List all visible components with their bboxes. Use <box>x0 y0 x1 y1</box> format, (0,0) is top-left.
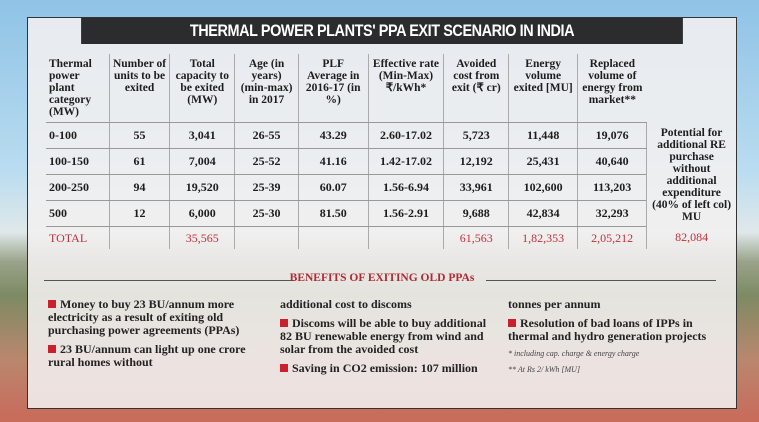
benefit-text-continued: tonnes per annum <box>508 297 601 311</box>
benefits-column-1: Money to buy 23 BU/annum more electricit… <box>48 298 263 375</box>
table-row: 100-150 61 7,004 25-52 41.16 1.42-17.02 12,192… <box>46 148 736 175</box>
table-cell: 19,076 <box>577 122 647 149</box>
table-cell: 6,000 <box>169 200 235 227</box>
ppa-exit-table: Thermal power plant category (MW) Number … <box>46 54 736 249</box>
column-header: Effective rate (Min-Max) ₹/kWh* <box>367 54 444 123</box>
table-cell: 25-52 <box>234 148 299 175</box>
table-cell: 200-250 <box>46 174 110 201</box>
table-row: 0-100 55 3,041 26-55 43.29 2.60-17.02 5,723 11,… <box>46 122 736 227</box>
bullet-square-icon <box>508 319 516 327</box>
table-row: 200-250 94 19,520 25-39 60.07 1.56-6.94 33,961… <box>46 174 736 201</box>
table-cell: 43.29 <box>297 122 369 149</box>
bullet-square-icon <box>48 345 56 353</box>
total-cell <box>297 226 369 249</box>
table-cell: 25,431 <box>508 148 578 175</box>
column-header: Total capacity to be exited (MW) <box>169 54 235 123</box>
table-cell: 500 <box>46 200 110 227</box>
total-cell: 82,084 <box>646 226 736 249</box>
table-cell: 1.56-6.94 <box>367 174 444 201</box>
table-cell: 12,192 <box>443 148 509 175</box>
total-cell <box>108 226 170 249</box>
footnote: ** At Rs 2/ kWh [MU] <box>508 365 581 374</box>
total-cell: 2,05,212 <box>577 226 647 249</box>
table-cell: 94 <box>108 174 170 201</box>
benefit-item: Discoms will be able to buy additional 8… <box>280 317 495 356</box>
benefit-text: 23 BU/annum can light up one crore rural… <box>48 342 246 369</box>
table-cell: 41.16 <box>297 148 369 175</box>
total-cell: 61,563 <box>443 226 509 249</box>
benefit-item: Money to buy 23 BU/annum more electricit… <box>48 298 263 337</box>
table-cell: 42,834 <box>508 200 578 227</box>
table-cell: 1.42-17.02 <box>367 148 444 175</box>
footnote: * including cap. charge & energy charge <box>508 349 640 358</box>
column-header: Number of units to be exited <box>108 54 170 123</box>
total-cell <box>367 226 444 249</box>
total-cell: 1,82,353 <box>508 226 578 249</box>
table-cell: 7,004 <box>169 148 235 175</box>
column-header: Potential for additional RE purchase wit… <box>646 122 736 227</box>
table-row: 500 12 6,000 25-30 81.50 1.56-2.91 9,688 42,834… <box>46 200 736 227</box>
column-header: Replaced volume of energy from market** <box>577 54 647 123</box>
table-cell: 11,448 <box>508 122 578 149</box>
table-cell: 61 <box>108 148 170 175</box>
total-row: TOTAL 35,565 61,563 1,82,353 2,05,212 82,084 <box>46 226 736 249</box>
benefits-column-3: tonnes per annum Resolution of bad loans… <box>508 298 723 381</box>
benefit-item: Resolution of bad loans of IPPs in therm… <box>508 317 723 343</box>
table-cell: 2.60-17.02 <box>367 122 444 149</box>
table-cell: 32,293 <box>577 200 647 227</box>
table-cell: 9,688 <box>443 200 509 227</box>
table-cell: 55 <box>108 122 170 149</box>
benefit-text: Discoms will be able to buy additional 8… <box>280 316 487 356</box>
benefit-item: Saving in CO2 emission: 107 million <box>280 362 495 375</box>
table-cell: 12 <box>108 200 170 227</box>
table-cell: 1.56-2.91 <box>367 200 444 227</box>
table-cell: 102,600 <box>508 174 578 201</box>
table-cell: 33,961 <box>443 174 509 201</box>
benefit-text: Money to buy 23 BU/annum more electricit… <box>48 297 240 337</box>
column-header: Avoided cost from exit (₹ cr) <box>443 54 509 123</box>
column-header: Thermal power plant category (MW) <box>46 54 110 123</box>
bullet-square-icon <box>48 300 56 308</box>
benefits-heading: BENEFITS OF EXITING OLD PPAs <box>289 272 475 284</box>
table-cell: 81.50 <box>297 200 369 227</box>
column-header: Energy volume exited [MU] <box>508 54 578 123</box>
column-header: Age (in years) (min-max) in 2017 <box>234 54 299 123</box>
table-cell: 25-39 <box>234 174 299 201</box>
benefit-text: Saving in CO2 emission: 107 million <box>292 361 478 375</box>
infographic-title: THERMAL POWER PLANTS' PPA EXIT SCENARIO … <box>81 18 683 44</box>
table-cell: 3,041 <box>169 122 235 149</box>
benefit-text-continued: additional cost to discoms <box>280 297 412 311</box>
infographic-panel: THERMAL POWER PLANTS' PPA EXIT SCENARIO … <box>27 17 737 409</box>
total-cell: TOTAL <box>49 230 88 245</box>
total-cell <box>234 226 299 249</box>
table-cell: 26-55 <box>234 122 299 149</box>
table-cell: 0-100 <box>46 122 110 149</box>
table-cell: 100-150 <box>46 148 110 175</box>
bullet-square-icon <box>280 319 288 327</box>
table-cell: 40,640 <box>577 148 647 175</box>
divider <box>44 280 294 281</box>
bullet-square-icon <box>280 364 288 372</box>
table-cell: 25-30 <box>234 200 299 227</box>
table-cell: 113,203 <box>577 174 647 201</box>
benefit-item: 23 BU/annum can light up one crore rural… <box>48 343 263 369</box>
benefit-text: Resolution of bad loans of IPPs in therm… <box>508 316 707 343</box>
benefits-column-2: additional cost to discoms Discoms will … <box>280 298 495 381</box>
column-header: PLF Average in 2016-17 (in %) <box>297 54 369 123</box>
table-cell: 19,520 <box>169 174 235 201</box>
table-cell: 60.07 <box>297 174 369 201</box>
divider <box>486 280 716 281</box>
table-cell: 5,723 <box>443 122 509 149</box>
total-cell: 35,565 <box>169 226 235 249</box>
